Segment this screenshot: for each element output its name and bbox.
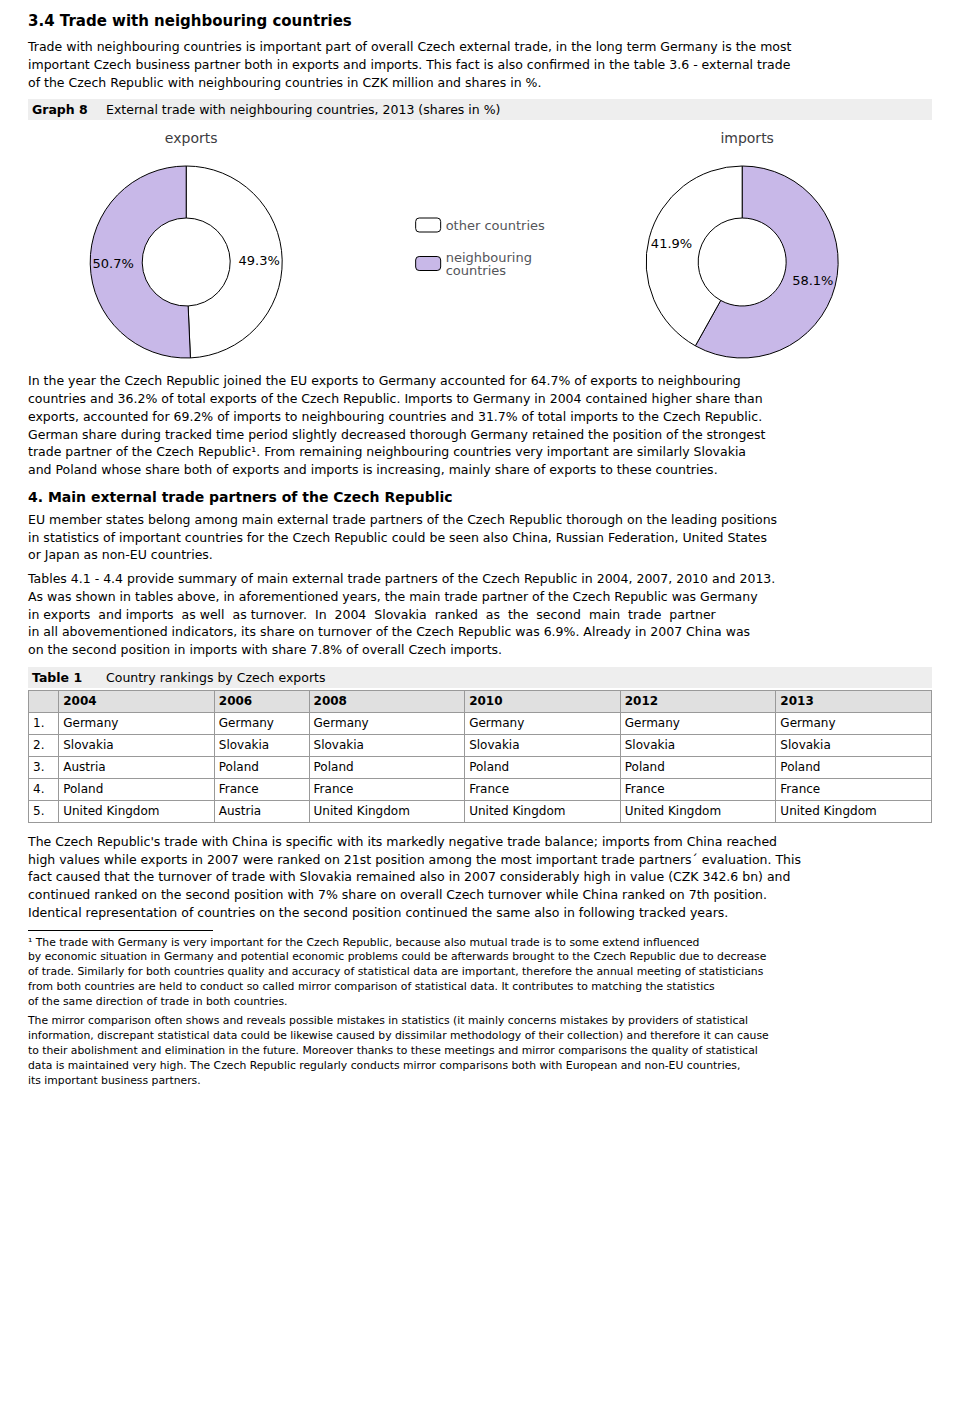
- html-text:The Czech Republic's trade wit: The Czech Republic's trade with China is…: [28, 833, 801, 920]
- html-text:Poland: Poland: [780, 760, 821, 775]
- html-text:3.: 3.: [33, 760, 45, 775]
- svg-text:imports: imports: [720, 130, 774, 146]
- html-text:5.: 5.: [33, 804, 45, 819]
- html-text:¹ The trade with Germany is ve: ¹ The trade with Germany is very importa…: [28, 935, 767, 1009]
- html-text:2012: 2012: [624, 694, 659, 709]
- html-text:Slovakia: Slovakia: [218, 738, 270, 753]
- svg-text:50.7%: 50.7%: [93, 256, 134, 271]
- html-text:France: France: [313, 782, 354, 797]
- html-text:Poland: Poland: [63, 782, 104, 797]
- html-text:External trade with neighbouri: External trade with neighbouring countri…: [106, 102, 501, 118]
- html-text:Poland: Poland: [313, 760, 354, 775]
- html-text:Germany: Germany: [63, 716, 119, 731]
- svg-text:other countries: other countries: [446, 218, 545, 233]
- html-text:Germany: Germany: [218, 716, 274, 731]
- html-text:2004: 2004: [63, 694, 97, 709]
- html-text:United Kingdom: United Kingdom: [63, 804, 160, 819]
- html-text:Graph 8: Graph 8: [32, 102, 88, 118]
- html-text:Poland: Poland: [469, 760, 510, 775]
- html-text:Table 1: Table 1: [32, 669, 83, 685]
- html-text:In the year the Czech Republic: In the year the Czech Republic joined th…: [28, 373, 766, 477]
- html-text:France: France: [469, 782, 510, 797]
- html-text:2008: 2008: [313, 694, 347, 709]
- html-text:United Kingdom: United Kingdom: [624, 804, 722, 819]
- html-text:Austria: Austria: [63, 760, 106, 775]
- html-text:Austria: Austria: [218, 804, 262, 819]
- html-text:Germany: Germany: [624, 716, 680, 731]
- html-text:United Kingdom: United Kingdom: [313, 804, 410, 819]
- html-text:Germany: Germany: [313, 716, 369, 731]
- html-text:2006: 2006: [218, 694, 253, 709]
- html-text:France: France: [218, 782, 259, 797]
- svg-text:41.9%: 41.9%: [651, 236, 692, 251]
- html-text:Poland: Poland: [218, 760, 259, 775]
- html-text:Slovakia: Slovakia: [780, 738, 831, 753]
- svg-text:58.1%: 58.1%: [792, 273, 833, 288]
- svg-text:neighbouring: neighbouring: [445, 249, 532, 265]
- html-text:Poland: Poland: [624, 760, 665, 775]
- html-text:4. Main external trade partner: 4. Main external trade partners of the C…: [28, 488, 453, 505]
- html-text:Germany: Germany: [469, 716, 525, 731]
- html-text:2010: 2010: [469, 694, 503, 709]
- html-text:2013: 2013: [780, 694, 814, 709]
- html-text:France: France: [624, 782, 665, 797]
- html-text:2.: 2.: [33, 738, 45, 753]
- html-text:Trade with neighbouring countr: Trade with neighbouring countries is imp…: [28, 39, 792, 90]
- html-text:3.4 Trade with neighbouring co: 3.4 Trade with neighbouring countries: [28, 12, 352, 30]
- html-text:Germany: Germany: [780, 716, 836, 731]
- html-text:Slovakia: Slovakia: [469, 738, 520, 753]
- svg-text:countries: countries: [446, 263, 507, 278]
- html-text:United Kingdom: United Kingdom: [469, 804, 566, 819]
- html-text:EU member states belong among: EU member states belong among main exter…: [28, 511, 778, 563]
- html-text:Slovakia: Slovakia: [624, 738, 676, 753]
- html-text:Tables 4.1 - 4.4 provide summa: Tables 4.1 - 4.4 provide summary of main…: [28, 571, 776, 657]
- html-text:Slovakia: Slovakia: [63, 738, 114, 753]
- html-text:Slovakia: Slovakia: [313, 738, 364, 753]
- html-text:1.: 1.: [33, 716, 45, 731]
- svg-text:49.3%: 49.3%: [239, 253, 280, 268]
- html-text:France: France: [780, 782, 821, 797]
- html-text:4.: 4.: [33, 782, 45, 797]
- html-text:The mirror comparison often sh: The mirror comparison often shows and re…: [28, 1014, 769, 1087]
- svg-text:exports: exports: [165, 130, 218, 146]
- html-text:Country rankings by Czech expo: Country rankings by Czech exports: [106, 669, 326, 685]
- html-text:United Kingdom: United Kingdom: [780, 804, 877, 819]
